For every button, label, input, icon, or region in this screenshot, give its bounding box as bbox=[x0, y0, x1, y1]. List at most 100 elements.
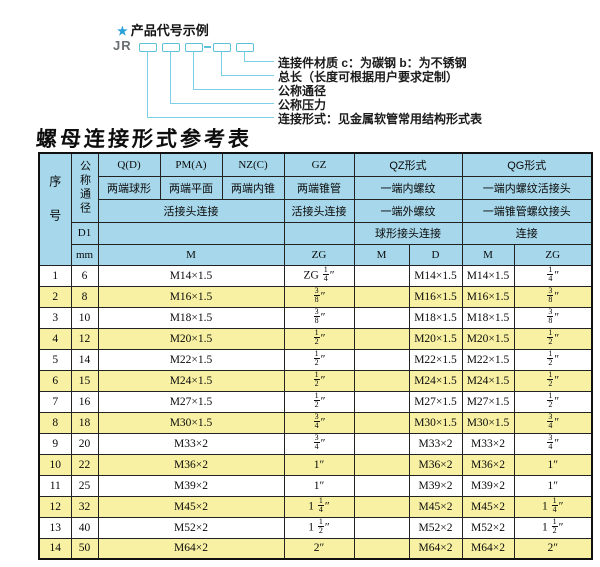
cell-qg-m: M22×1.5 bbox=[461, 348, 515, 371]
cell-qg-m: M14×1.5 bbox=[461, 264, 515, 287]
cell-qz-m bbox=[353, 411, 410, 434]
desc-nz: 两端内锥 bbox=[221, 175, 285, 200]
cell-m-thread: M24×1.5 bbox=[97, 369, 285, 392]
cell-qg-zg: 3 4 ″ bbox=[513, 411, 593, 434]
leader-line bbox=[147, 117, 274, 118]
leader-line bbox=[147, 51, 148, 117]
cell-seq: 7 bbox=[38, 390, 72, 413]
cell-m-thread: M20×1.5 bbox=[97, 327, 285, 350]
cell-qz-m bbox=[353, 285, 410, 308]
table-row: 10 22 M36×2 1″ M36×2 M36×2 1″ bbox=[38, 453, 593, 476]
cell-qg-m: M64×2 bbox=[461, 537, 515, 560]
d1-label: D1 bbox=[70, 221, 99, 245]
cell-seq: 11 bbox=[38, 474, 72, 497]
table-row: 12 32 M45×2 1 1 4 ″ M45×2 M45×2 1 1 4 ″ bbox=[38, 495, 593, 518]
cell-gz-zg: 1 1 4 ″ bbox=[283, 495, 355, 518]
cell-qz-m bbox=[353, 474, 410, 497]
cell-gz-zg: 1″ bbox=[283, 453, 355, 476]
cell-qg-m: M27×1.5 bbox=[461, 390, 515, 413]
leader-line bbox=[221, 51, 222, 75]
cell-qz-d: M36×2 bbox=[408, 453, 463, 476]
mm-label: mm bbox=[70, 243, 99, 266]
cell-qz-d: M33×2 bbox=[408, 432, 463, 455]
product-code-prefix: JR bbox=[113, 38, 132, 53]
gz-connection: 活接头连接 bbox=[283, 198, 355, 223]
table-title: 螺母连接形式参考表 bbox=[35, 127, 253, 151]
diagram-label-connection: 连接形式：见金属软管常用结构形式表 bbox=[278, 112, 483, 126]
cell-qz-d: M39×2 bbox=[408, 474, 463, 497]
cell-qg-m: M45×2 bbox=[461, 495, 515, 518]
cell-qz-m bbox=[353, 264, 410, 287]
cell-qg-zg: 1 4 ″ bbox=[513, 264, 593, 287]
cell-qz-d: M30×1.5 bbox=[408, 411, 463, 434]
cell-dn: 16 bbox=[70, 390, 99, 413]
table-row: 5 14 M22×1.5 1 2 ″ M22×1.5 M22×1.5 1 2 ″ bbox=[38, 348, 593, 371]
desc-gz: 两端锥管 bbox=[283, 175, 355, 200]
cell-qz-m bbox=[353, 306, 410, 329]
cell-m-thread: M36×2 bbox=[97, 453, 285, 476]
qg-m-label: M bbox=[461, 243, 515, 266]
table-header: 序号 公称通径 Q(D) PM(A) NZ(C) GZ QZ形式 QG形式 两端… bbox=[38, 152, 593, 266]
cell-dn: 20 bbox=[70, 432, 99, 455]
col-header-qz: QZ形式 bbox=[353, 152, 463, 177]
desc-qg: 一端内螺纹活接头 bbox=[461, 175, 593, 200]
desc-qz: 一端内螺纹 bbox=[353, 175, 463, 200]
cell-qg-m: M52×2 bbox=[461, 516, 515, 539]
cell-dn: 10 bbox=[70, 306, 99, 329]
cell-qz-m bbox=[353, 432, 410, 455]
cell-m-thread: M22×1.5 bbox=[97, 348, 285, 371]
code-box-3 bbox=[185, 43, 203, 52]
qg-zg-label: ZG bbox=[513, 243, 593, 266]
col-header-seq: 序号 bbox=[38, 152, 72, 266]
cell-gz-zg: 1 2 ″ bbox=[283, 390, 355, 413]
col-header-qg: QG形式 bbox=[461, 152, 593, 177]
cell-gz-zg: 3 4 ″ bbox=[283, 432, 355, 455]
cell-qz-d: M22×1.5 bbox=[408, 348, 463, 371]
star-icon: ★ bbox=[117, 24, 128, 38]
leader-line bbox=[244, 51, 245, 61]
code-dash bbox=[204, 46, 211, 48]
cell-qz-d: M14×1.5 bbox=[408, 264, 463, 287]
table-row: 14 50 M64×2 2″ M64×2 M64×2 2″ bbox=[38, 537, 593, 560]
cell-qz-d: M16×1.5 bbox=[408, 285, 463, 308]
desc-pm: 两端平面 bbox=[159, 175, 223, 200]
leader-line bbox=[170, 103, 274, 104]
cell-qg-m: M16×1.5 bbox=[461, 285, 515, 308]
cell-gz-zg: 2″ bbox=[283, 537, 355, 560]
table-row: 1 6 M14×1.5 ZG 1 4 ″ M14×1.5 M14×1.5 1 4 ″ bbox=[38, 264, 593, 287]
cell-qz-m bbox=[353, 390, 410, 413]
cell-gz-zg: 3 8 ″ bbox=[283, 306, 355, 329]
code-box-2 bbox=[162, 43, 180, 52]
diagram-heading: ★ 产品代号示例 bbox=[117, 20, 209, 39]
diagram-label-length: 总长（长度可根据用户要求定制） bbox=[278, 70, 459, 84]
empty-cell bbox=[97, 221, 285, 245]
col-header-qd: Q(D) bbox=[97, 152, 161, 177]
cell-qg-zg: 3 8 ″ bbox=[513, 285, 593, 308]
cell-qg-zg: 1 2 ″ bbox=[513, 369, 593, 392]
cell-gz-zg: 3 8 ″ bbox=[283, 285, 355, 308]
cell-dn: 14 bbox=[70, 348, 99, 371]
cell-dn: 32 bbox=[70, 495, 99, 518]
cell-m-thread: M33×2 bbox=[97, 432, 285, 455]
cell-qz-d: M20×1.5 bbox=[408, 327, 463, 350]
cell-qz-m bbox=[353, 516, 410, 539]
cell-qg-zg: 1 1 4 ″ bbox=[513, 495, 593, 518]
cell-qg-zg: 3 4 ″ bbox=[513, 432, 593, 455]
cell-qz-m bbox=[353, 327, 410, 350]
cell-seq: 4 bbox=[38, 327, 72, 350]
